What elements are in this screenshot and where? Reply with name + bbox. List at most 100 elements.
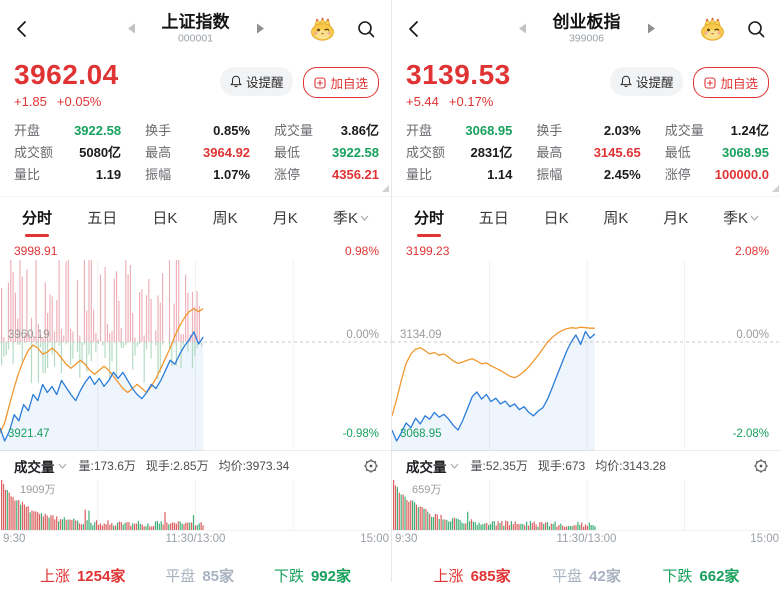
time-axis: 9:30 11:30/13:00 15:00 bbox=[0, 530, 391, 547]
back-button[interactable] bbox=[392, 7, 436, 51]
tab-5day[interactable]: 五日 bbox=[478, 210, 509, 227]
advancers: 上涨 1254家 bbox=[39, 568, 126, 585]
stat-value: 1.19 bbox=[95, 167, 122, 182]
tab-daily-k[interactable]: 日K bbox=[152, 210, 178, 227]
stat-label: 振幅 bbox=[145, 167, 172, 182]
stock-app: 上证指数 000001 bbox=[0, 0, 782, 582]
stat-value: 4356.21 bbox=[332, 167, 379, 182]
stat-label: 成交量 bbox=[664, 123, 704, 138]
stat-label: 换手 bbox=[145, 123, 172, 138]
set-alert-button[interactable]: 设提醒 bbox=[609, 67, 684, 96]
bell-icon bbox=[620, 75, 632, 88]
stat-value: 2.45% bbox=[603, 167, 641, 182]
stat-value: 100000.0 bbox=[714, 167, 769, 182]
change-value: +1.85 bbox=[14, 94, 47, 109]
search-button[interactable] bbox=[741, 14, 771, 44]
add-watchlist-label: 加自选 bbox=[720, 77, 758, 91]
volume-settings-button[interactable] bbox=[363, 458, 379, 474]
time-open: 9:30 bbox=[395, 533, 418, 545]
add-watchlist-button[interactable]: 加自选 bbox=[693, 67, 769, 98]
stat-value: 1.24亿 bbox=[730, 123, 769, 138]
stat-label: 换手 bbox=[536, 123, 563, 138]
intraday-chart-canvas bbox=[392, 260, 782, 451]
header: 创业板指 399006 bbox=[392, 0, 781, 57]
unchanged: 平盘 85家 bbox=[165, 568, 234, 585]
next-index-icon[interactable] bbox=[647, 23, 656, 35]
stat-label: 成交额 bbox=[406, 145, 446, 160]
stat-value: 3922.58 bbox=[74, 123, 122, 138]
chart-high-pct: 2.08% bbox=[734, 244, 769, 258]
stat-label: 涨停 bbox=[274, 167, 301, 182]
gear-icon bbox=[364, 458, 378, 473]
volume-avg-price: 均价:3973.34 bbox=[218, 459, 290, 473]
stat-label: 最低 bbox=[274, 145, 301, 160]
time-open: 9:30 bbox=[3, 533, 26, 545]
tab-monthly-k[interactable]: 月K bbox=[663, 210, 689, 227]
bell-icon bbox=[230, 75, 242, 88]
set-alert-label: 设提醒 bbox=[245, 76, 284, 90]
tab-5day[interactable]: 五日 bbox=[87, 210, 118, 227]
next-index-icon[interactable] bbox=[256, 23, 265, 35]
mascot-button[interactable] bbox=[307, 14, 337, 44]
last-price: 3962.04 bbox=[14, 59, 119, 90]
stat-label: 成交量 bbox=[274, 123, 314, 138]
volume-settings-button[interactable] bbox=[753, 458, 769, 474]
tab-quarterly-k[interactable]: 季K bbox=[723, 207, 759, 228]
volume-header: 成交量 量:52.35万 现手:673 均价:3143.28 bbox=[392, 451, 781, 480]
stat-label: 最高 bbox=[536, 145, 563, 160]
volume-indicator-selector[interactable]: 成交量 bbox=[14, 456, 67, 476]
volume-chart-canvas bbox=[1, 480, 294, 530]
tab-minute[interactable]: 分时 bbox=[414, 207, 444, 228]
tab-quarterly-k[interactable]: 季K bbox=[333, 207, 369, 228]
volume-scale-label: 659万 bbox=[412, 484, 442, 496]
back-button[interactable] bbox=[0, 7, 44, 51]
tab-daily-k[interactable]: 日K bbox=[543, 210, 569, 227]
stat-label: 开盘 bbox=[406, 123, 433, 138]
stock-code: 000001 bbox=[177, 32, 214, 44]
chart-high-pct: 0.98% bbox=[344, 244, 379, 258]
search-icon bbox=[358, 20, 375, 37]
panel-shanghai-index: 上证指数 000001 bbox=[0, 0, 391, 585]
stat-value: 2.03% bbox=[603, 123, 641, 138]
search-icon bbox=[748, 20, 765, 37]
volume-chart[interactable]: 659万 bbox=[392, 480, 781, 530]
prev-index-icon[interactable] bbox=[518, 23, 527, 35]
time-midday: 11:30/13:00 bbox=[165, 533, 226, 545]
stat-label: 最高 bbox=[145, 145, 172, 160]
volume-indicator-selector[interactable]: 成交量 bbox=[406, 456, 459, 476]
advancers: 上涨 685家 bbox=[433, 568, 511, 585]
stat-label: 量比 bbox=[14, 167, 41, 182]
add-watchlist-button[interactable]: 加自选 bbox=[303, 67, 379, 98]
stat-value: 3.86亿 bbox=[340, 123, 379, 138]
set-alert-button[interactable]: 设提醒 bbox=[219, 67, 294, 96]
volume-info: 量:52.35万 现手:673 均价:3143.28 bbox=[471, 457, 666, 474]
price-section: 3139.53 +5.44 +0.17% 设提醒 加自选 bbox=[392, 57, 781, 115]
stat-value: 1.07% bbox=[213, 167, 251, 182]
change-value: +5.44 bbox=[406, 94, 439, 109]
volume-total: 量:173.6万 bbox=[78, 459, 136, 473]
volume-chart[interactable]: 1909万 bbox=[0, 480, 391, 530]
add-watchlist-label: 加自选 bbox=[330, 77, 368, 91]
expand-corner-icon[interactable] bbox=[382, 185, 389, 192]
tab-monthly-k[interactable]: 月K bbox=[272, 210, 298, 227]
intraday-chart[interactable]: 3134.09 0.00% 3068.95 -2.08% bbox=[392, 260, 782, 451]
volume-current: 现手:673 bbox=[537, 459, 586, 473]
add-watchlist-icon bbox=[314, 76, 327, 89]
stat-value: 3068.95 bbox=[465, 123, 513, 138]
market-breadth: 上涨 1254家 平盘 85家 下跌 992家 bbox=[0, 557, 391, 594]
stat-label: 量比 bbox=[406, 167, 433, 182]
tab-weekly-k[interactable]: 周K bbox=[603, 210, 629, 227]
expand-corner-icon[interactable] bbox=[772, 185, 779, 192]
back-icon bbox=[409, 20, 418, 37]
search-button[interactable] bbox=[351, 14, 381, 44]
mascot-button[interactable] bbox=[697, 14, 727, 44]
decliners: 下跌 992家 bbox=[273, 568, 351, 585]
price-section: 3962.04 +1.85 +0.05% 设提醒 加自选 bbox=[0, 57, 391, 115]
tab-weekly-k[interactable]: 周K bbox=[212, 210, 238, 227]
tab-minute[interactable]: 分时 bbox=[22, 207, 52, 228]
prev-index-icon[interactable] bbox=[127, 23, 136, 35]
stat-value: 5080亿 bbox=[79, 145, 122, 160]
stat-label: 涨停 bbox=[664, 167, 691, 182]
intraday-chart[interactable]: 3960.19 0.00% 3921.47 -0.98% bbox=[0, 260, 391, 451]
volume-info: 量:173.6万 现手:2.85万 均价:3973.34 bbox=[79, 457, 290, 474]
